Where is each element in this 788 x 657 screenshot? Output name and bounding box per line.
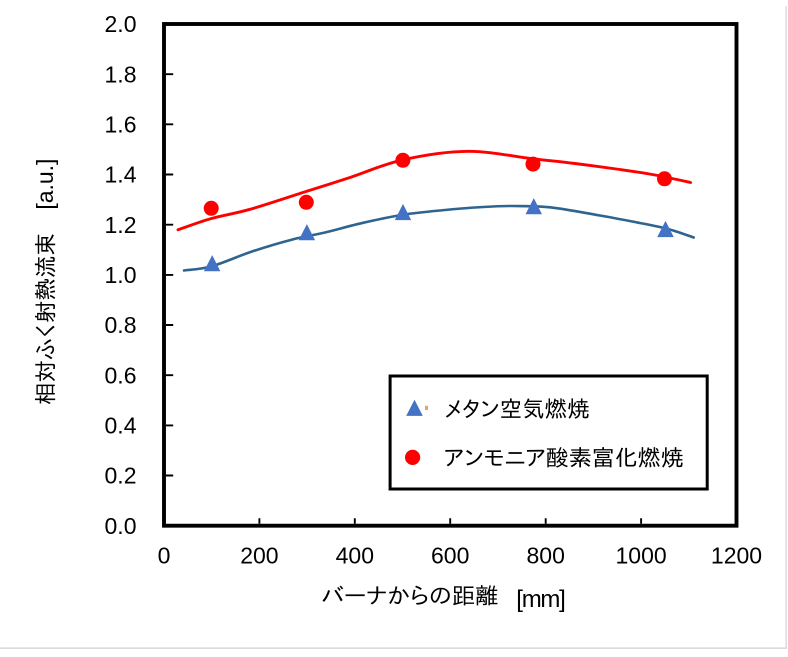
svg-text:200: 200: [240, 542, 278, 568]
svg-text:1200: 1200: [711, 542, 762, 568]
svg-text:0: 0: [158, 542, 171, 568]
svg-text:400: 400: [336, 542, 374, 568]
svg-text:0.6: 0.6: [105, 362, 137, 388]
svg-text:800: 800: [527, 542, 565, 568]
svg-text:1000: 1000: [616, 542, 667, 568]
svg-text:1.8: 1.8: [105, 61, 137, 87]
svg-text:1.2: 1.2: [105, 212, 137, 238]
svg-text:1.0: 1.0: [105, 262, 137, 288]
svg-text:1.4: 1.4: [105, 162, 137, 188]
svg-text:0.0: 0.0: [105, 513, 137, 539]
svg-text:[mm]: [mm]: [516, 586, 566, 613]
svg-text:[a.u.]: [a.u.]: [32, 159, 58, 210]
svg-text:0.2: 0.2: [105, 463, 137, 489]
svg-text:600: 600: [431, 542, 469, 568]
svg-text:2.0: 2.0: [105, 11, 137, 37]
svg-text:0.8: 0.8: [105, 312, 137, 338]
svg-text:0.4: 0.4: [105, 413, 137, 439]
svg-text:1.6: 1.6: [105, 112, 137, 138]
